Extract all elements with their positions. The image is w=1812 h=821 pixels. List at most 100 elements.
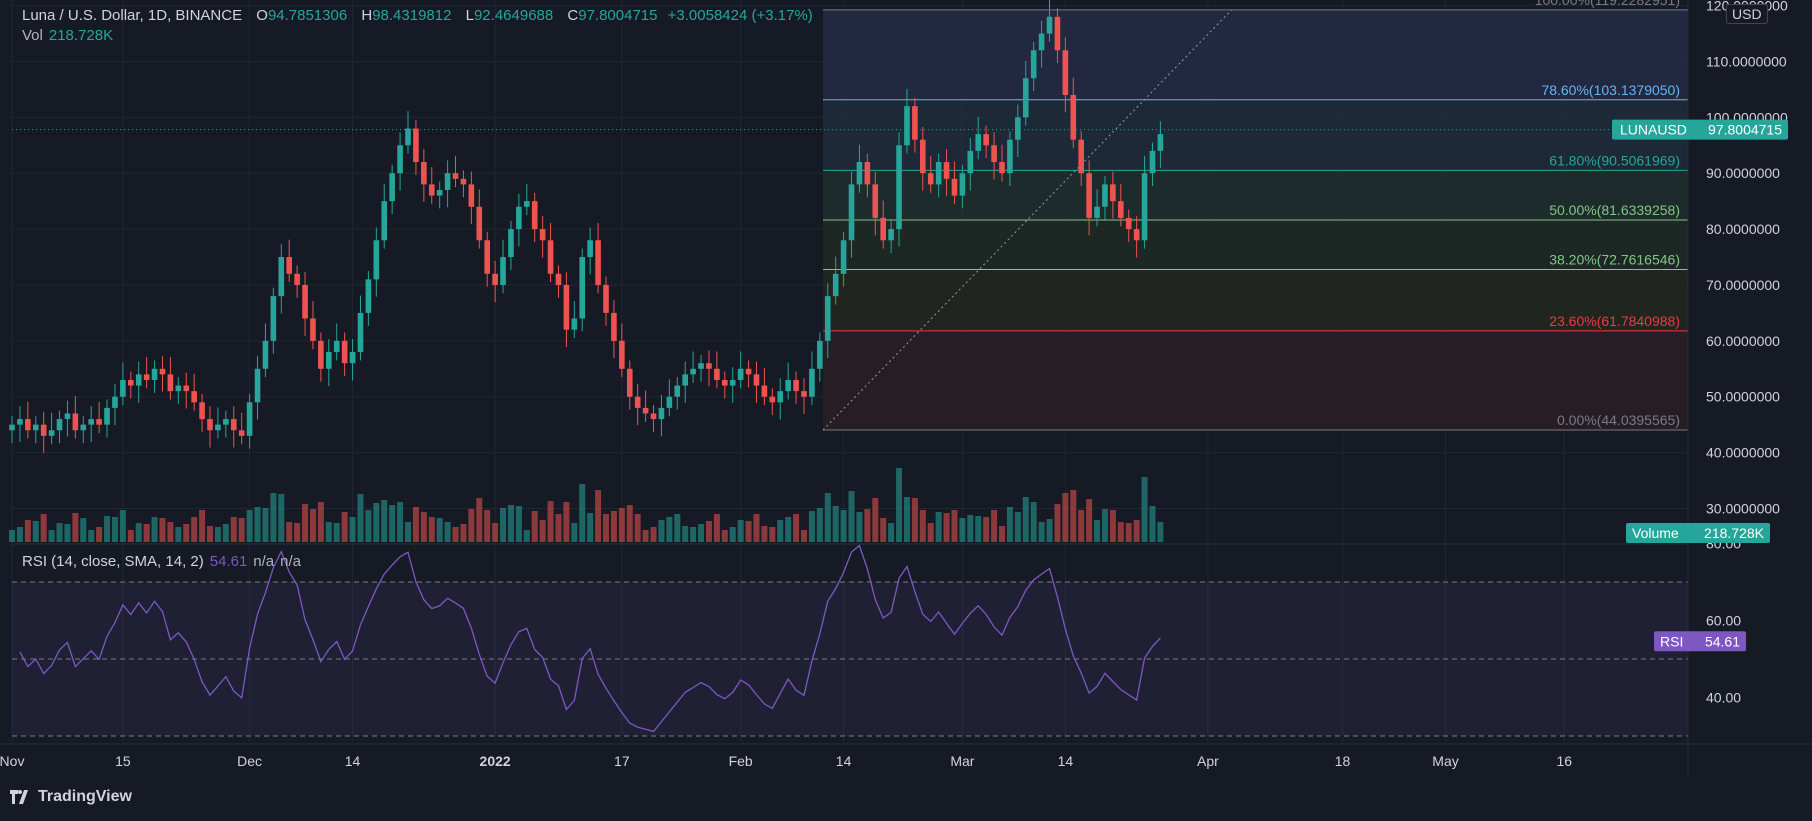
candle-body (531, 201, 538, 230)
candle-body (761, 385, 768, 397)
candle-body (1157, 134, 1164, 151)
volume-badge-value: 218.728K (1704, 525, 1765, 541)
time-tick-label: 14 (1058, 753, 1074, 769)
volume-bar (302, 504, 309, 542)
volume-bar (682, 526, 689, 542)
tradingview-logo[interactable]: TradingView (10, 788, 132, 806)
candle-body (207, 419, 213, 431)
time-tick-label: 18 (1335, 753, 1351, 769)
candle-body (1133, 229, 1140, 241)
volume-bar (159, 518, 166, 542)
candle-body (349, 352, 356, 364)
volume-bar (183, 524, 190, 542)
volume-bar (713, 514, 720, 542)
candle-body (848, 184, 855, 241)
candle-body (682, 374, 688, 386)
candle-body (595, 240, 601, 285)
candle-body (64, 413, 71, 420)
candle-body (991, 145, 997, 163)
volume-bar (801, 530, 807, 542)
candle-body (951, 178, 958, 196)
volume-bar (1101, 509, 1108, 542)
volume-bar (1038, 522, 1045, 542)
candle-body (1046, 16, 1053, 34)
rsi-legend: RSI (14, close, SMA, 14, 2) 54.61 n/a n/a (22, 553, 301, 570)
currency-button[interactable]: USD (1726, 4, 1768, 24)
fib-level-label: 100.00%(119.2282951) (1535, 0, 1680, 8)
volume-bar (999, 526, 1005, 542)
volume-bar (167, 522, 174, 542)
volume-bar (1006, 507, 1013, 542)
close-label: C (567, 7, 579, 24)
tradingview-icon (10, 790, 28, 804)
high-label: H (361, 7, 373, 24)
candle-body (286, 257, 292, 274)
candle-body (896, 145, 902, 230)
candle-body (840, 240, 847, 274)
fib-zone (823, 99, 1688, 171)
volume-bar (959, 518, 966, 542)
candle-body (1102, 184, 1108, 207)
candle-body (809, 368, 815, 397)
candle-body (524, 201, 530, 207)
time-tick-label: 14 (345, 753, 361, 769)
volume-bar (246, 510, 253, 542)
fib-zone (823, 269, 1688, 331)
volume-bar (848, 491, 855, 542)
candle-body (72, 413, 79, 431)
volume-bar (214, 527, 221, 542)
volume-bar (690, 527, 697, 542)
candle-body (167, 374, 174, 392)
candle-body (333, 340, 340, 353)
volume-bar (587, 513, 594, 542)
volume-bar (262, 508, 269, 542)
candle-body (468, 184, 475, 207)
rsi-line (19, 544, 1161, 733)
low-value: 92.4649688 (473, 7, 554, 24)
rsi-tick-label: 60.00 (1706, 613, 1741, 629)
volume-bar (991, 510, 998, 542)
volume-bar (317, 502, 324, 542)
candle-body (1110, 184, 1116, 202)
candle-body (151, 368, 158, 380)
volume-bar (349, 517, 356, 542)
volume-bar (175, 527, 182, 542)
volume-bar (595, 490, 602, 542)
candle-body (769, 396, 776, 403)
volume-bar (674, 514, 681, 542)
volume-bar (500, 508, 507, 542)
candle-body (753, 374, 760, 386)
volume-bar (294, 523, 301, 542)
candle-body (737, 368, 744, 380)
rsi-legend-value: 54.61 (209, 553, 248, 570)
volume-bar (1070, 490, 1077, 542)
volume-legend-value: 218.728K (48, 27, 114, 44)
volume-bar (476, 498, 483, 542)
candle-body (785, 379, 791, 392)
volume-bar (864, 509, 871, 542)
volume-bar (460, 524, 467, 542)
volume-bar (785, 517, 792, 542)
volume-bar (737, 520, 744, 542)
volume-bar (650, 527, 657, 542)
candle-body (587, 240, 593, 258)
volume-bar (405, 522, 411, 542)
volume-bar (658, 520, 665, 542)
candle-body (674, 385, 681, 397)
candle-body (650, 413, 657, 420)
candle-body (183, 385, 190, 392)
volume-bar (278, 494, 285, 542)
rsi-badge-value: 54.61 (1705, 633, 1740, 649)
candle-body (1094, 206, 1100, 218)
candle-body (143, 374, 150, 380)
volume-bar (603, 514, 609, 542)
candle-body (872, 184, 879, 218)
candle-body (975, 134, 982, 151)
volume-bar (309, 509, 316, 542)
time-tick-label: 14 (836, 753, 852, 769)
last-price-badge (1612, 119, 1788, 140)
candle-body (397, 145, 403, 174)
candle-body (999, 162, 1005, 174)
volume-bar (856, 512, 863, 542)
